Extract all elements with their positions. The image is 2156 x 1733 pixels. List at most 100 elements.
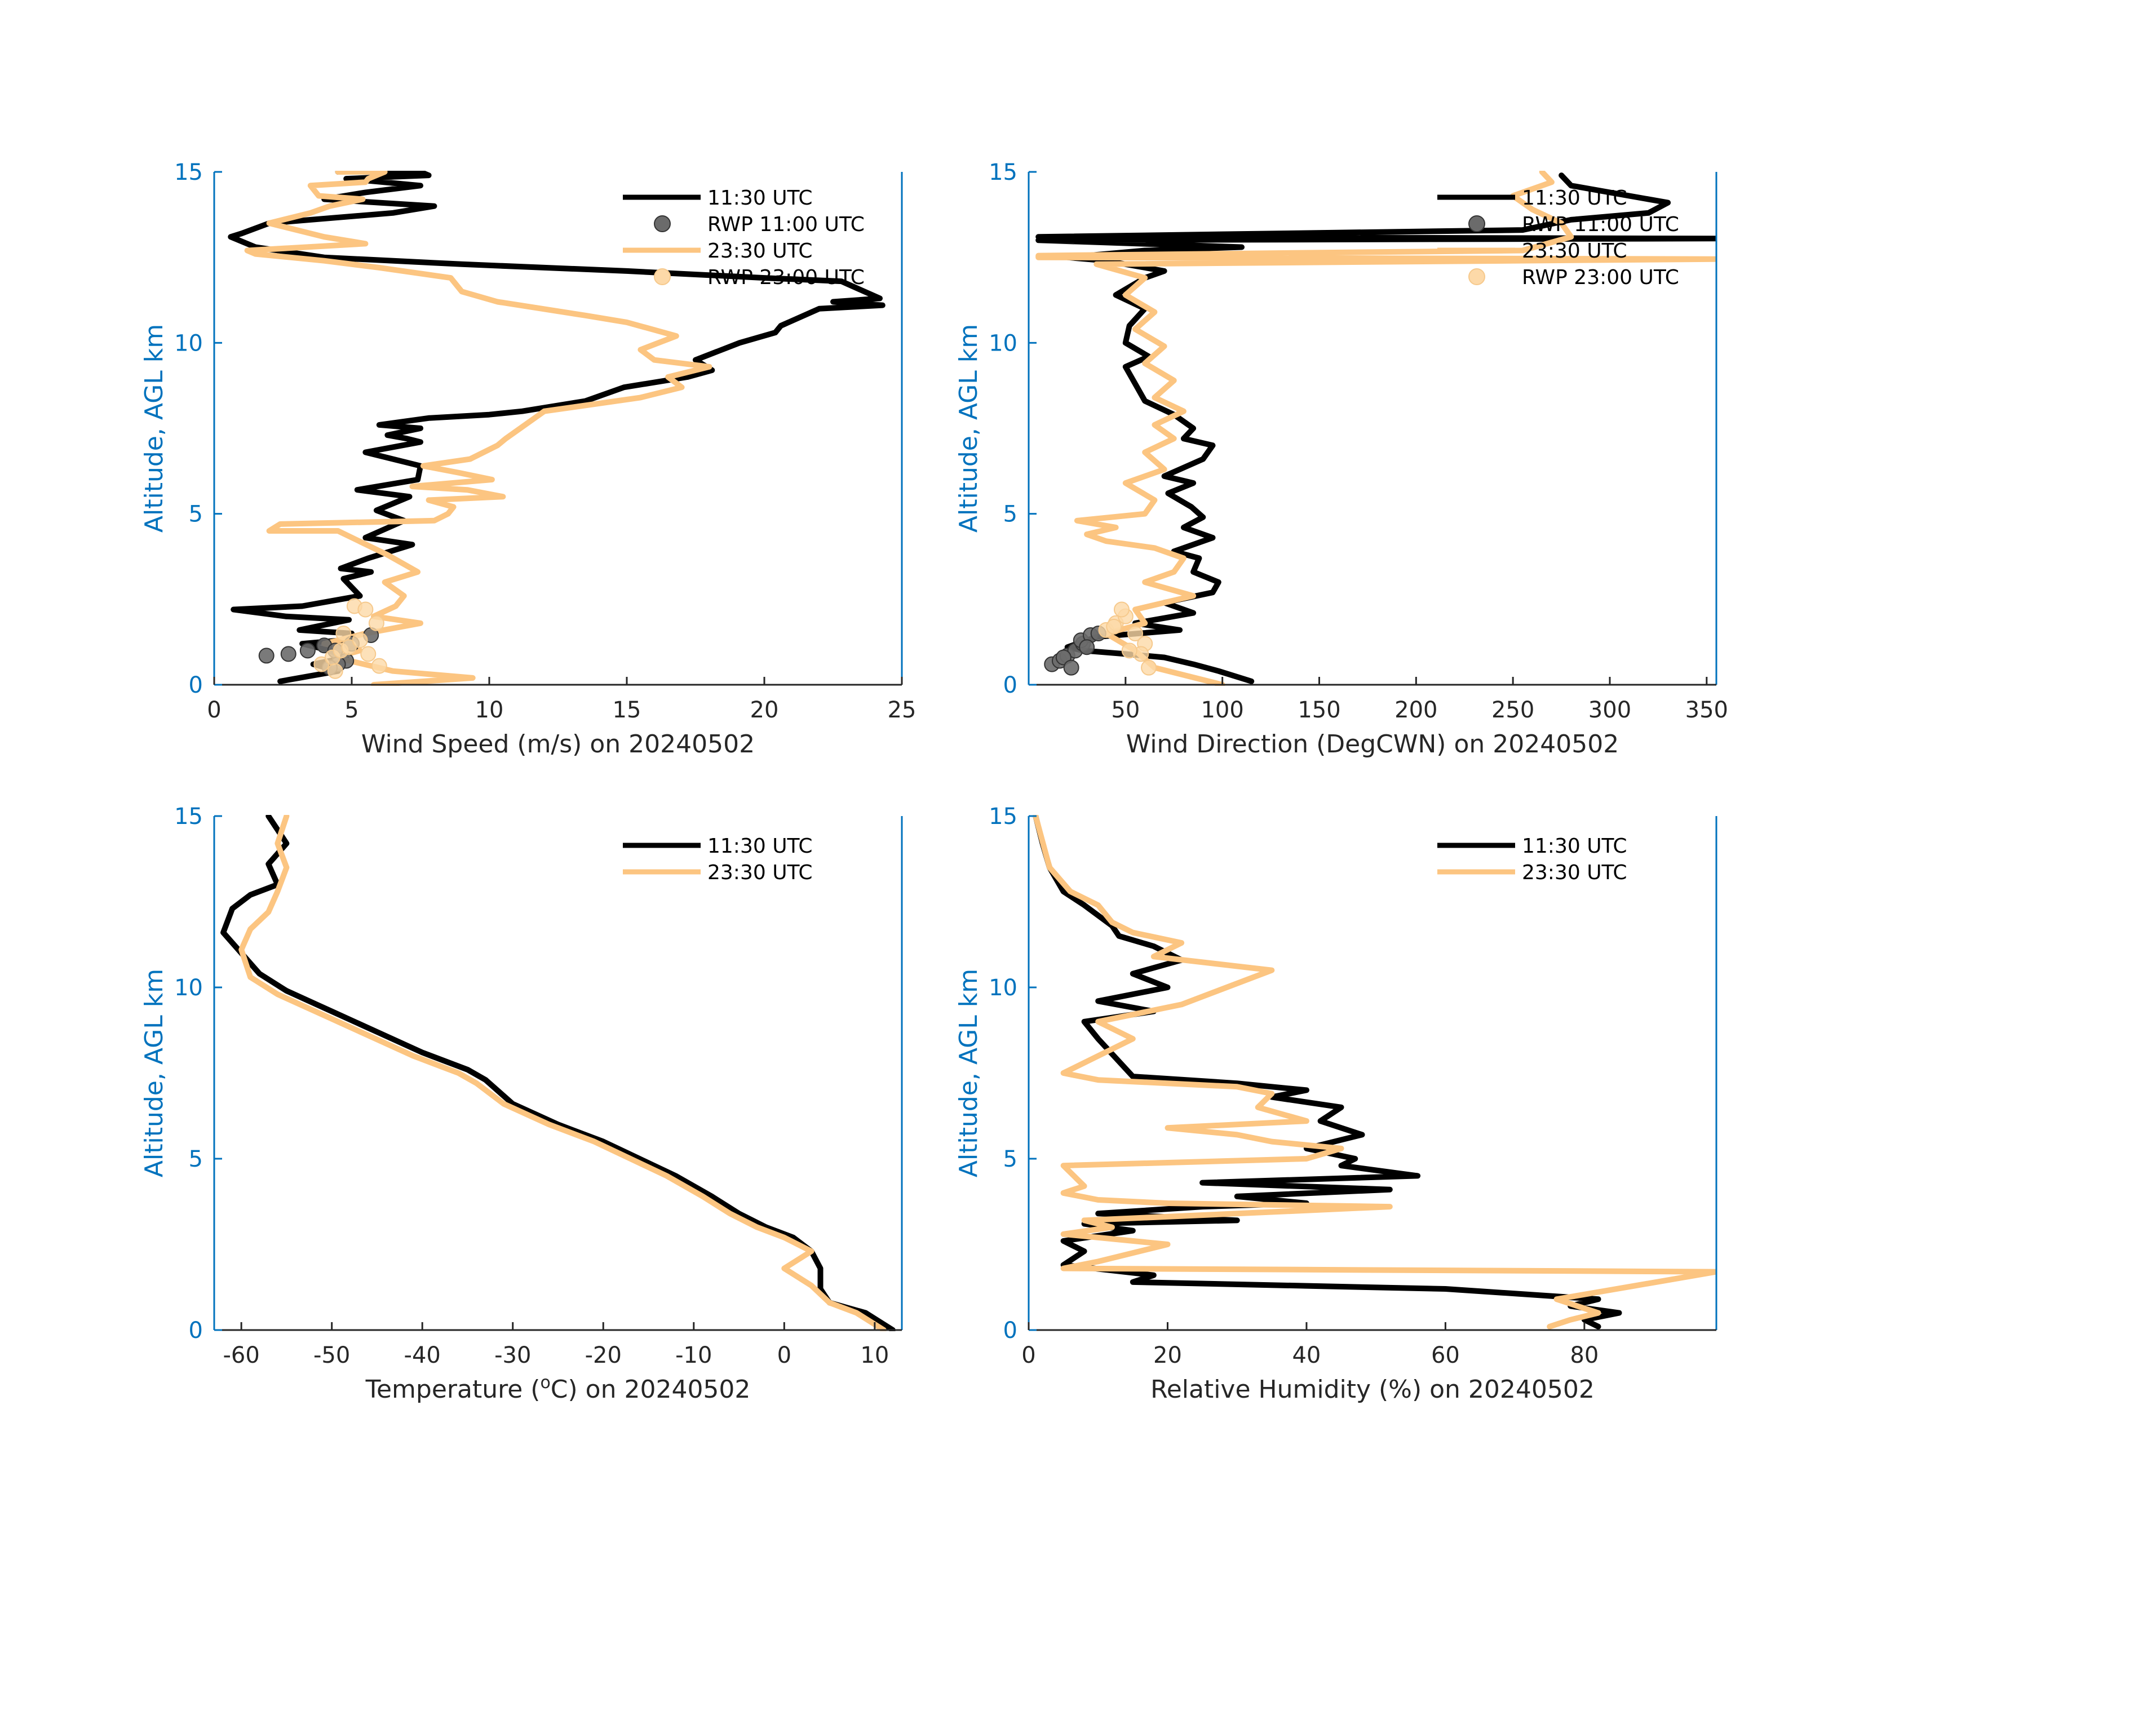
y-tick-label: 0 xyxy=(189,1318,203,1344)
scatter-point-2 xyxy=(335,626,352,641)
scatter-point-2 xyxy=(1121,642,1137,659)
legend-marker xyxy=(1468,215,1485,232)
scatter-point-1 xyxy=(1063,659,1079,676)
scatter-point-2 xyxy=(327,663,343,679)
legend: 11:30 UTC RWP 11:00 UTC 23:30 UTC RWP 23:00… xyxy=(623,187,865,289)
plot-area xyxy=(220,815,896,1331)
legend-label: 23:30 UTC xyxy=(707,240,813,263)
y-tick-label: 0 xyxy=(1003,1318,1017,1344)
x-tick-label: 200 xyxy=(1394,697,1437,723)
x-tick-label: 10 xyxy=(860,1342,889,1368)
x-tick-label: 25 xyxy=(888,697,917,723)
legend-label: 11:30 UTC xyxy=(1522,835,1627,858)
x-axis-label: Temperature (oC) on 20240502 xyxy=(365,1373,751,1404)
y-axis-label: Altitude, AGL km xyxy=(140,969,169,1177)
panels: 0 5 10 15 Altitude, AGL km 0 5 10 15 20 25 Wind Spe… xyxy=(140,159,1728,1404)
x-tick-label: 20 xyxy=(750,697,779,723)
legend-label: RWP 11:00 UTC xyxy=(1522,213,1679,236)
legend-label: 11:30 UTC xyxy=(1522,187,1627,210)
x-tick-label: 0 xyxy=(777,1342,791,1368)
x-tick-label: 150 xyxy=(1298,697,1340,723)
x-tick-label: 40 xyxy=(1292,1342,1321,1368)
scatter-point-2 xyxy=(352,632,368,649)
x-tick-label: 0 xyxy=(1021,1342,1035,1368)
y-tick-label: 5 xyxy=(189,502,203,528)
legend-marker xyxy=(1468,268,1485,285)
legend: 11:30 UTC RWP 11:00 UTC 23:30 UTC RWP 23:00… xyxy=(1437,187,1679,289)
y-tick-label: 5 xyxy=(1003,502,1017,528)
x-axis-label: Wind Speed (m/s) on 20240502 xyxy=(361,730,755,759)
x-axis-label: Relative Humidity (%) on 20240502 xyxy=(1150,1375,1595,1404)
x-tick-label: 350 xyxy=(1685,697,1728,723)
x-tick-label: -40 xyxy=(404,1342,441,1368)
x-tick-label: 250 xyxy=(1491,697,1534,723)
x-tick-label: 20 xyxy=(1153,1342,1182,1368)
y-tick-label: 15 xyxy=(989,804,1017,830)
x-tick-label: 100 xyxy=(1201,697,1243,723)
y-tick-label: 15 xyxy=(174,804,203,830)
x-tick-label: 50 xyxy=(1111,697,1140,723)
x-tick-label: -10 xyxy=(675,1342,712,1368)
scatter-point-2 xyxy=(1141,659,1157,676)
scatter-point-2 xyxy=(1106,618,1122,635)
scatter-point-1 xyxy=(280,646,296,662)
x-tick-label: 80 xyxy=(1570,1342,1599,1368)
y-tick-label: 10 xyxy=(989,975,1017,1001)
x-tick-label: -30 xyxy=(494,1342,531,1368)
panel-1: 0 5 10 15 Altitude, AGL km 0 5 10 15 20 25 Wind Spe… xyxy=(140,159,916,759)
legend-label: 11:30 UTC xyxy=(707,187,813,210)
x-axis-label: Wind Direction (DegCWN) on 20240502 xyxy=(1126,730,1619,759)
x-tick-label: 300 xyxy=(1588,697,1631,723)
legend-marker xyxy=(654,215,671,232)
y-axis-label: Altitude, AGL km xyxy=(140,324,169,533)
legend-label: 23:30 UTC xyxy=(1522,861,1627,884)
panel-4: 0 5 10 15 Altitude, AGL km 0 20 40 60 80 Relative … xyxy=(954,804,1717,1404)
series-line-2 xyxy=(1033,815,1716,1329)
series-line-2 xyxy=(244,171,712,686)
y-tick-label: 0 xyxy=(189,672,203,698)
scatter-point-1 xyxy=(299,642,316,659)
series-line-1 xyxy=(228,171,886,684)
y-tick-label: 15 xyxy=(989,159,1017,185)
legend: 11:30 UTC 23:30 UTC xyxy=(1437,835,1627,884)
panel-3: 0 5 10 15 Altitude, AGL km -60 -50 -40 -30 -20 -10… xyxy=(140,804,903,1404)
x-tick-label: 10 xyxy=(475,697,504,723)
y-tick-label: 0 xyxy=(1003,672,1017,698)
plot-area xyxy=(228,171,886,686)
y-tick-label: 5 xyxy=(189,1146,203,1172)
scatter-point-2 xyxy=(360,646,377,662)
series-line-2 xyxy=(1035,171,1716,686)
x-tick-label: 60 xyxy=(1431,1342,1460,1368)
x-tick-label: 15 xyxy=(613,697,641,723)
y-tick-label: 10 xyxy=(989,330,1017,356)
y-axis-label: Altitude, AGL km xyxy=(954,324,983,533)
plot-area xyxy=(1033,815,1716,1329)
series-line-2 xyxy=(238,815,887,1331)
x-tick-label: 5 xyxy=(344,697,358,723)
scatter-point-2 xyxy=(1113,601,1130,618)
y-tick-label: 10 xyxy=(174,330,203,356)
legend-label: 23:30 UTC xyxy=(1522,240,1627,263)
legend-label: RWP 11:00 UTC xyxy=(707,213,865,236)
x-tick-label: 0 xyxy=(207,697,221,723)
plot-area xyxy=(1035,171,1716,686)
legend-label: 23:30 UTC xyxy=(707,861,813,884)
legend-marker xyxy=(654,268,671,285)
y-tick-label: 10 xyxy=(174,975,203,1001)
panel-2: 0 5 10 15 Altitude, AGL km 50 100 150 200 250 300 3… xyxy=(954,159,1728,759)
scatter-point-1 xyxy=(1079,639,1095,655)
scatter-point-2 xyxy=(1127,626,1144,641)
legend-label: RWP 23:00 UTC xyxy=(707,266,865,289)
scatter-point-2 xyxy=(357,601,374,618)
legend-label: RWP 23:00 UTC xyxy=(1522,266,1679,289)
scatter-point-2 xyxy=(368,615,384,631)
x-tick-label: -20 xyxy=(585,1342,622,1368)
legend-label: 11:30 UTC xyxy=(707,835,813,858)
legend: 11:30 UTC 23:30 UTC xyxy=(623,835,813,884)
scatter-point-1 xyxy=(258,648,275,664)
y-tick-label: 15 xyxy=(174,159,203,185)
scatter-point-2 xyxy=(371,658,387,674)
x-tick-label: -50 xyxy=(313,1342,350,1368)
